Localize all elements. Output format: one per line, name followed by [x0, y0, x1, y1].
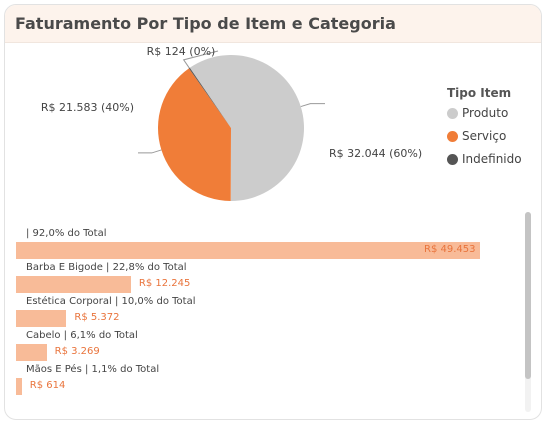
pie-slice-servico[interactable]: [158, 68, 231, 201]
bar-value-label: R$ 12.245: [138, 278, 191, 289]
pie-slice-indefinido[interactable]: [188, 67, 231, 128]
bar-label: Cabelo | 6,1% do Total: [26, 330, 138, 341]
legend-dot-servico: [447, 130, 458, 142]
bar-row[interactable]: Mãos E Pés | 1,1% do Total R$ 614: [16, 364, 496, 398]
bar-fill[interactable]: [16, 242, 480, 259]
legend-label-indefinido: Indefinido: [462, 152, 522, 166]
legend-item-servico[interactable]: Serviço: [447, 129, 522, 143]
legend-label-produto: Produto: [462, 106, 509, 120]
bar-fill[interactable]: [16, 378, 22, 395]
pie-chart: R$ 32.044 (60%) R$ 21.583 (40%) R$ 124 (0%…: [41, 45, 422, 202]
card-title: Faturamento Por Tipo de Item e Categoria: [15, 14, 396, 33]
legend-item-indefinido[interactable]: Indefinido: [447, 152, 522, 166]
bar-label: Barba E Bigode | 22,8% do Total: [26, 262, 187, 273]
bar-value-label: R$ 614: [29, 380, 66, 391]
leader-line-servico: [138, 149, 162, 154]
bar-row[interactable]: Barba E Bigode | 22,8% do Total R$ 12.245: [16, 262, 496, 296]
bar-fill[interactable]: [16, 276, 131, 293]
leader-line-produto: [300, 103, 325, 108]
pie-label-produto: R$ 32.044 (60%): [329, 147, 422, 160]
bar-row[interactable]: Estética Corporal | 10,0% do Total R$ 5.3…: [16, 296, 496, 330]
bar-row[interactable]: | 92,0% do Total R$ 49.453: [16, 228, 496, 262]
bar-fill[interactable]: [16, 310, 67, 327]
legend-item-produto[interactable]: Produto: [447, 106, 522, 120]
category-bar-chart: | 92,0% do Total R$ 49.453 Barba E Bigode …: [16, 228, 496, 398]
pie-legend: Tipo Item Produto Serviço Indefinido: [447, 86, 522, 175]
bar-fill[interactable]: [16, 344, 47, 361]
bar-label: | 92,0% do Total: [26, 228, 107, 239]
scrollbar-thumb[interactable]: [525, 212, 531, 379]
pie-label-indefinido: R$ 124 (0%): [147, 45, 216, 58]
legend-dot-produto: [447, 107, 458, 119]
legend-label-servico: Serviço: [462, 129, 507, 143]
legend-dot-indefinido: [447, 153, 458, 165]
bar-value-label: R$ 5.372: [74, 312, 120, 323]
pie-label-servico: R$ 21.583 (40%): [41, 101, 134, 114]
bar-value-label: R$ 49.453: [424, 244, 476, 255]
leader-line-indefinido: [182, 50, 219, 69]
legend-title: Tipo Item: [447, 86, 512, 100]
bar-label: Mãos E Pés | 1,1% do Total: [26, 364, 160, 375]
card-header: Faturamento Por Tipo de Item e Categoria: [5, 5, 541, 43]
bar-label: Estética Corporal | 10,0% do Total: [26, 296, 196, 307]
pie-slice-produto[interactable]: [189, 54, 304, 202]
bar-row[interactable]: Cabelo | 6,1% do Total R$ 3.269: [16, 330, 496, 364]
bar-value-label: R$ 3.269: [54, 346, 100, 357]
